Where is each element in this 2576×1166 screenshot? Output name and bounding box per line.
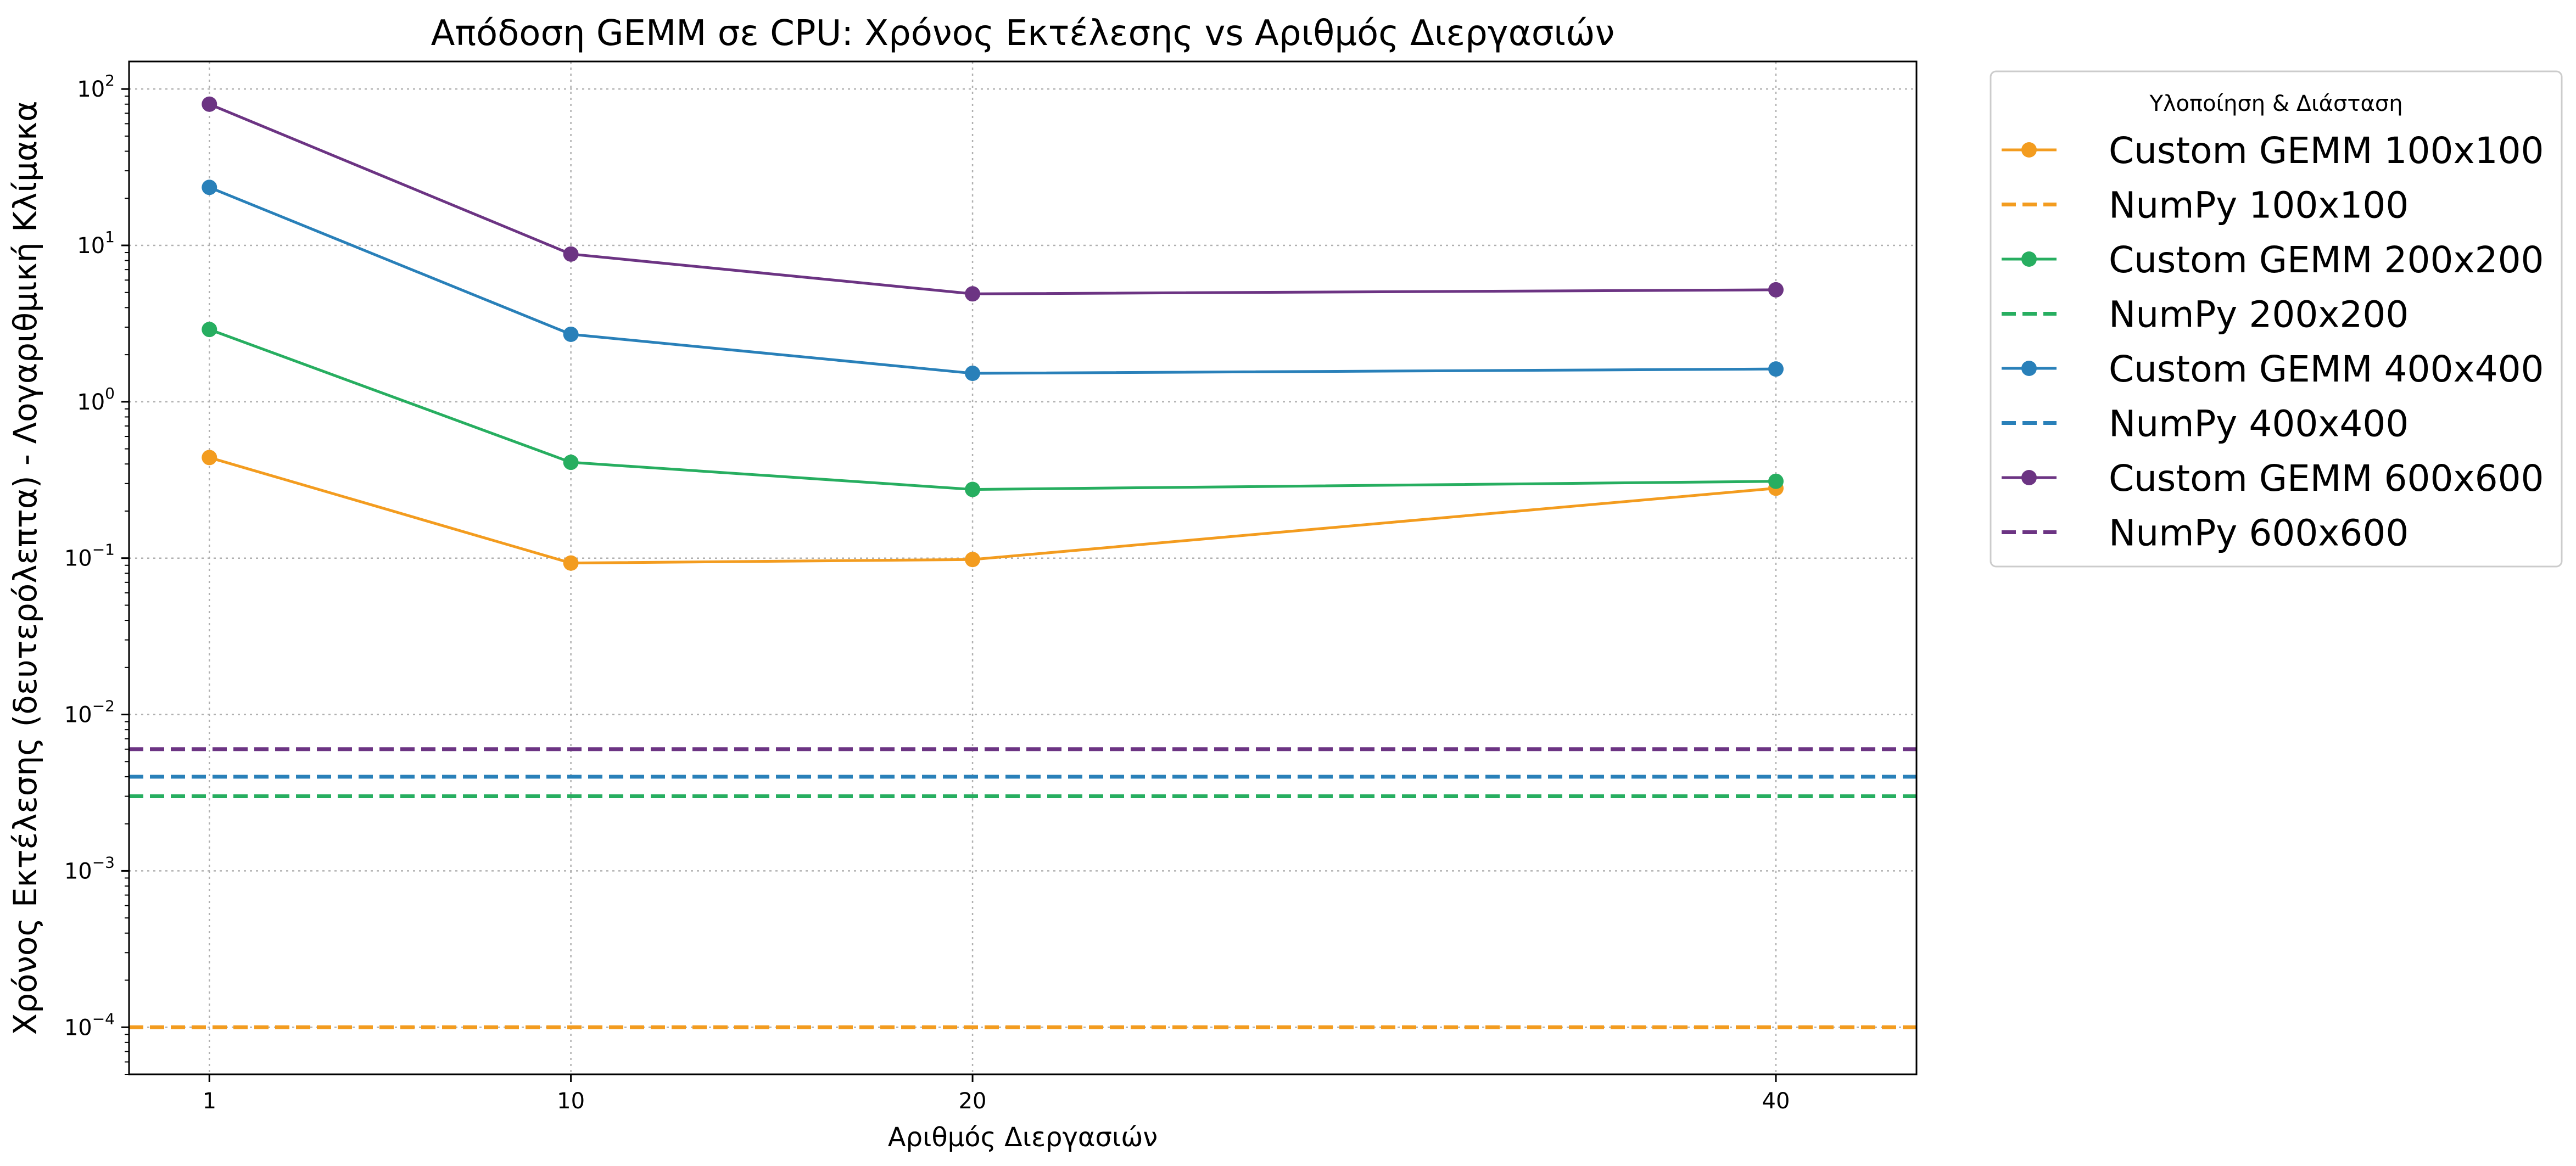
data-point — [202, 96, 217, 112]
data-point — [1768, 361, 1784, 377]
legend-item: NumPy 400x400 — [2002, 403, 2409, 445]
y-tick-label: 10−4 — [64, 1010, 115, 1040]
legend-swatch-marker — [2021, 251, 2037, 267]
legend-swatch-marker — [2021, 361, 2037, 376]
y-tick-label: 10−2 — [64, 697, 115, 728]
series-line — [209, 186, 1776, 375]
y-tick-label: 100 — [77, 384, 115, 415]
reference-lines — [129, 747, 1916, 1029]
data-point — [563, 326, 579, 342]
x-tick-label: 10 — [557, 1089, 585, 1114]
legend-item-label: NumPy 600x600 — [2109, 512, 2409, 554]
legend-item: Custom GEMM 600x600 — [2002, 457, 2544, 500]
data-point — [202, 450, 217, 466]
series-line — [209, 103, 1776, 295]
data-point — [965, 366, 981, 382]
y-axis-label: Χρόνος Εκτέλεσης (δευτερόλεπτα) - Λογαρι… — [7, 100, 44, 1035]
data-point — [563, 455, 579, 470]
legend-item-label: Custom GEMM 100x100 — [2109, 130, 2544, 172]
data-point — [563, 555, 579, 571]
data-point — [563, 246, 579, 262]
legend-box — [1990, 70, 2563, 568]
series-line — [209, 328, 1776, 491]
legend-item-label: Custom GEMM 400x400 — [2109, 348, 2544, 390]
x-tick-label: 20 — [959, 1089, 987, 1114]
chart-title: Απόδοση GEMM σε CPU: Χρόνος Εκτέλεσης vs… — [431, 13, 1615, 54]
data-point — [965, 552, 981, 568]
legend-item-label: Custom GEMM 200x200 — [2109, 239, 2544, 281]
data-point — [965, 481, 981, 497]
x-tick-label: 40 — [1762, 1089, 1790, 1114]
x-axis-label: Αριθμός Διεργασιών — [888, 1122, 1158, 1153]
y-tick-label: 102 — [77, 71, 115, 102]
plot-frame — [128, 60, 1918, 1075]
legend-item-label: Custom GEMM 600x600 — [2109, 457, 2544, 500]
legend-items: Custom GEMM 100x100 NumPy 100x100 Custom G… — [2002, 130, 2544, 554]
data-point — [202, 322, 217, 338]
data-point — [202, 180, 217, 195]
legend-item: NumPy 100x100 — [2002, 184, 2409, 227]
legend-title: Υλοποίηση & Διάσταση — [2149, 91, 2402, 116]
data-point — [965, 286, 981, 302]
data-point — [1768, 282, 1784, 298]
x-tick-label: 1 — [203, 1089, 216, 1114]
legend-item-label: NumPy 100x100 — [2109, 184, 2409, 227]
legend-swatch-marker — [2021, 142, 2037, 158]
y-tick-label: 10−3 — [64, 853, 115, 884]
legend-item: Custom GEMM 400x400 — [2002, 348, 2544, 390]
series-layer — [202, 96, 1784, 571]
legend-item: NumPy 200x200 — [2002, 294, 2409, 336]
legend-swatch-marker — [2021, 470, 2037, 485]
y-tick-label: 10−1 — [64, 541, 115, 571]
legend-item-label: NumPy 400x400 — [2109, 403, 2409, 445]
series-line — [209, 456, 1776, 565]
legend-item: Custom GEMM 200x200 — [2002, 239, 2544, 281]
legend-item: NumPy 600x600 — [2002, 512, 2409, 554]
legend: Υλοποίηση & Διάσταση Custom GEMM 100x100… — [1990, 70, 2563, 568]
y-tick-label: 101 — [77, 228, 115, 259]
legend-item: Custom GEMM 100x100 — [2002, 130, 2544, 172]
data-point — [1768, 473, 1784, 489]
tick-layer: 1 10 20 40 10−4 10−3 10−2 10−1 100 101 102 — [64, 71, 1790, 1114]
legend-item-label: NumPy 200x200 — [2109, 294, 2409, 336]
